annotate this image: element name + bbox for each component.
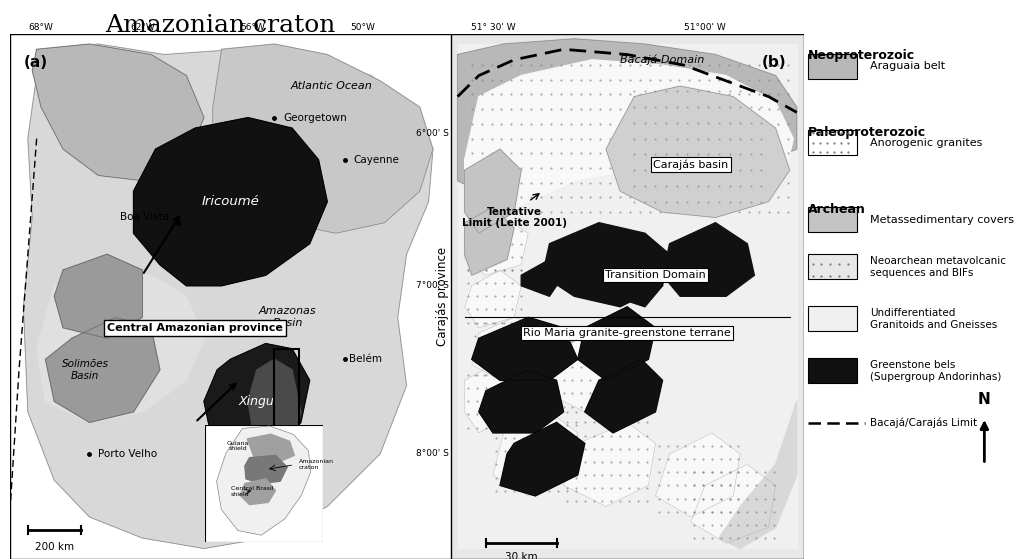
Polygon shape: [213, 44, 433, 233]
Text: 8°00' S: 8°00' S: [416, 449, 449, 458]
Polygon shape: [217, 426, 311, 535]
Polygon shape: [465, 149, 521, 233]
Polygon shape: [563, 423, 655, 506]
Text: 7°00' S: 7°00' S: [416, 281, 449, 290]
Text: Neoproterozoic: Neoproterozoic: [808, 49, 915, 62]
Text: Boa Vista: Boa Vista: [120, 212, 169, 222]
Polygon shape: [54, 254, 142, 338]
Polygon shape: [458, 39, 797, 191]
Text: 30 km: 30 km: [505, 552, 538, 559]
Text: 0°: 0°: [453, 250, 463, 259]
Text: Amazonian
craton: Amazonian craton: [299, 459, 334, 470]
Text: 51°00' W: 51°00' W: [684, 23, 726, 32]
Polygon shape: [691, 465, 775, 543]
Polygon shape: [655, 433, 740, 517]
Text: 8°S: 8°S: [453, 481, 469, 490]
Polygon shape: [37, 265, 204, 423]
Polygon shape: [465, 60, 794, 217]
Polygon shape: [24, 44, 433, 548]
Text: Iricoumé: Iricoumé: [202, 195, 259, 208]
Text: (a): (a): [24, 55, 47, 69]
Text: 51° 30' W: 51° 30' W: [471, 23, 515, 32]
Text: Paleoproterozoic: Paleoproterozoic: [808, 126, 927, 139]
Text: Carajás province: Carajás province: [436, 247, 449, 346]
Polygon shape: [663, 222, 755, 296]
Text: Solimões
Basin: Solimões Basin: [61, 359, 109, 381]
Text: 56°W: 56°W: [240, 23, 265, 32]
Text: Guiana
shield: Guiana shield: [226, 440, 249, 451]
Polygon shape: [240, 479, 275, 505]
Polygon shape: [465, 364, 514, 433]
Polygon shape: [247, 434, 294, 462]
Text: Metassedimentary covers: Metassedimentary covers: [870, 215, 1014, 225]
Polygon shape: [45, 318, 160, 423]
Polygon shape: [33, 44, 204, 181]
Polygon shape: [543, 328, 634, 412]
Text: Neoarchean metavolcanic
sequences and BIFs: Neoarchean metavolcanic sequences and BI…: [870, 256, 1006, 278]
Text: Undifferentiated
Granitoids and Gneisses: Undifferentiated Granitoids and Gneisses: [870, 308, 997, 330]
Polygon shape: [578, 307, 655, 380]
Text: Carajás basin: Carajás basin: [653, 160, 728, 170]
Text: Central Brasil
shield: Central Brasil shield: [230, 486, 273, 497]
Text: Central Amazonian province: Central Amazonian province: [108, 323, 283, 333]
Polygon shape: [606, 86, 790, 217]
Text: Xingu: Xingu: [239, 395, 274, 408]
Bar: [808, 54, 857, 79]
Polygon shape: [465, 270, 521, 328]
Polygon shape: [585, 359, 663, 433]
Text: Tentative
Limit (Leite 2001): Tentative Limit (Leite 2001): [462, 207, 566, 228]
Polygon shape: [248, 359, 301, 496]
Text: Bacajá/Carajás Limit: Bacajá/Carajás Limit: [870, 418, 977, 428]
Bar: [808, 306, 857, 331]
Text: Atlantic Ocean: Atlantic Ocean: [291, 81, 373, 91]
Bar: [808, 207, 857, 232]
Polygon shape: [245, 456, 287, 484]
Polygon shape: [493, 412, 578, 496]
Bar: [808, 130, 857, 155]
Polygon shape: [465, 207, 514, 275]
Text: Porto Velho: Porto Velho: [98, 449, 158, 459]
Text: Araguaia belt: Araguaia belt: [870, 61, 945, 71]
Bar: [274, 349, 299, 465]
Text: Manaus: Manaus: [186, 323, 226, 333]
Text: Anorogenic granites: Anorogenic granites: [870, 138, 982, 148]
Polygon shape: [204, 344, 309, 465]
Polygon shape: [521, 259, 563, 296]
Text: Archean: Archean: [808, 203, 866, 216]
Text: 50°W: 50°W: [350, 23, 375, 32]
Text: N: N: [978, 392, 991, 406]
Polygon shape: [133, 117, 328, 286]
Text: (b): (b): [762, 55, 786, 69]
Polygon shape: [500, 423, 585, 496]
Text: Rio Maria granite-greenstone terrane: Rio Maria granite-greenstone terrane: [523, 328, 731, 338]
Text: Amazonas
Basin: Amazonas Basin: [259, 306, 316, 328]
Text: Cayenne: Cayenne: [353, 155, 399, 165]
Text: Georgetown: Georgetown: [284, 112, 347, 122]
Polygon shape: [719, 401, 797, 548]
Text: Greenstone bels
(Supergroup Andorinhas): Greenstone bels (Supergroup Andorinhas): [870, 360, 1001, 382]
Text: 4°N: 4°N: [453, 134, 470, 143]
Polygon shape: [543, 222, 670, 307]
Text: Bacajá Domain: Bacajá Domain: [621, 55, 705, 65]
Text: 68°W: 68°W: [29, 23, 53, 32]
Text: 6°00' S: 6°00' S: [416, 129, 449, 138]
Polygon shape: [472, 318, 578, 380]
Text: Transition Domain: Transition Domain: [605, 270, 706, 280]
Polygon shape: [465, 217, 528, 275]
Text: 4°S: 4°S: [453, 366, 469, 375]
Polygon shape: [613, 265, 663, 307]
Polygon shape: [472, 318, 543, 380]
Text: Amazonian craton: Amazonian craton: [105, 14, 335, 37]
Text: 200 km: 200 km: [35, 542, 74, 552]
Text: 62°W: 62°W: [130, 23, 155, 32]
Bar: [808, 358, 857, 383]
Polygon shape: [479, 370, 563, 433]
Bar: [808, 254, 857, 280]
Text: Belém: Belém: [349, 354, 382, 364]
